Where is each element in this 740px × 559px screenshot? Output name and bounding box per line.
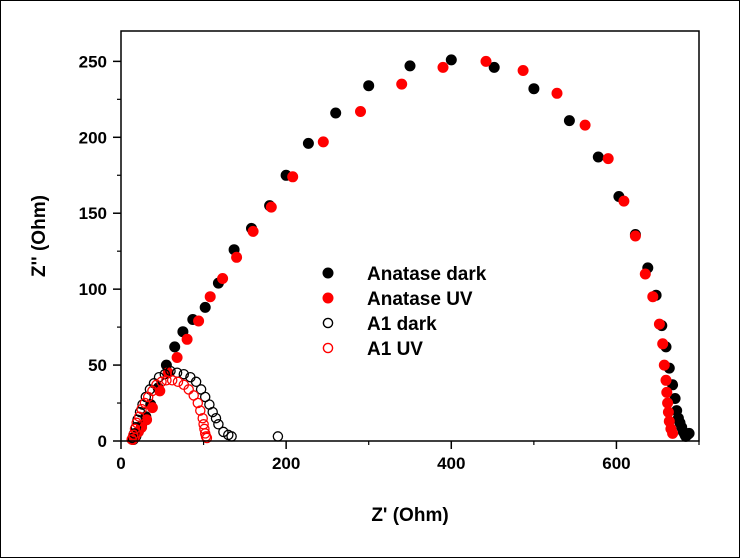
data-point: [207, 406, 218, 418]
data-point: [169, 341, 181, 353]
data-point: [199, 301, 211, 313]
legend: Anatase dark Anatase UV A1 dark A1 UV: [322, 264, 487, 360]
data-point: [330, 107, 342, 119]
data-point: [166, 375, 178, 386]
data-point: [363, 80, 375, 92]
axis-ticks: 0 200 400 600 0 50 100 150 200 250: [79, 52, 700, 473]
data-point: [129, 423, 141, 435]
data-point: [136, 403, 147, 415]
data-point: [629, 230, 641, 242]
series-3: [126, 375, 213, 445]
data-point: [658, 359, 670, 371]
data-point: [133, 411, 145, 422]
data-point: [210, 412, 222, 424]
chart-marks: [126, 54, 695, 445]
legend-label: A1 UV: [367, 339, 423, 360]
data-point: [592, 151, 604, 163]
data-point: [660, 374, 672, 386]
data-point: [661, 386, 673, 398]
data-point: [667, 427, 679, 439]
data-point: [197, 412, 208, 424]
data-point: [302, 137, 314, 149]
data-point: [639, 268, 651, 280]
data-point: [195, 405, 206, 416]
data-point: [201, 432, 213, 444]
y-tick-label: 200: [79, 128, 107, 147]
data-point: [528, 83, 540, 95]
data-point: [226, 431, 237, 442]
data-point: [130, 422, 142, 433]
data-point: [517, 65, 529, 76]
data-point: [579, 119, 591, 131]
data-point: [193, 315, 205, 327]
x-tick-label: 200: [272, 454, 300, 473]
data-point: [488, 61, 500, 73]
legend-marker: [322, 342, 334, 354]
data-point: [653, 318, 665, 330]
data-point: [231, 251, 243, 263]
data-point: [551, 87, 563, 99]
data-point: [247, 225, 259, 237]
data-point: [647, 291, 659, 303]
legend-label: Anatase dark: [367, 264, 487, 285]
data-point: [445, 54, 457, 66]
data-point: [287, 171, 299, 183]
y-tick-label: 250: [79, 52, 107, 71]
data-point: [317, 136, 329, 148]
x-tick-label: 400: [437, 454, 465, 473]
data-point: [683, 427, 695, 439]
data-point: [131, 417, 142, 429]
data-point: [272, 431, 284, 442]
data-point: [172, 376, 184, 388]
data-point: [190, 376, 202, 388]
data-point: [213, 419, 224, 430]
data-point: [181, 333, 193, 345]
data-point: [126, 434, 137, 445]
data-point: [618, 195, 630, 207]
legend-marker: [322, 317, 334, 329]
legend-label: A1 dark: [367, 314, 437, 335]
plot-area: [120, 30, 700, 442]
legend-marker: [322, 267, 334, 279]
data-point: [662, 406, 674, 418]
y-axis-label: Z'' (Ohm): [29, 195, 50, 277]
data-point: [355, 106, 366, 117]
data-point: [161, 375, 172, 386]
legend-label: Anatase UV: [367, 289, 473, 310]
data-point: [602, 153, 614, 165]
data-point: [563, 115, 575, 127]
data-point: [139, 397, 151, 409]
y-tick-label: 150: [79, 204, 107, 223]
series-1: [127, 55, 679, 445]
y-tick-label: 100: [79, 280, 107, 299]
data-point: [404, 60, 416, 72]
data-point: [156, 376, 167, 388]
data-point: [178, 368, 190, 380]
data-point: [437, 61, 449, 73]
data-point: [171, 352, 183, 363]
series-0: [127, 54, 695, 445]
y-tick-label: 0: [98, 432, 107, 451]
x-tick-label: 600: [602, 454, 630, 473]
data-point: [128, 429, 139, 441]
data-point: [657, 338, 669, 350]
data-point: [265, 201, 277, 213]
legend-marker: [322, 292, 334, 304]
data-point: [217, 273, 229, 284]
y-tick-label: 50: [88, 356, 107, 375]
data-point: [192, 397, 204, 409]
x-axis-label: Z' (Ohm): [371, 505, 448, 526]
data-point: [480, 55, 492, 67]
data-point: [204, 291, 216, 303]
data-point: [396, 78, 408, 90]
data-point: [662, 397, 674, 409]
x-tick-label: 0: [116, 454, 125, 473]
